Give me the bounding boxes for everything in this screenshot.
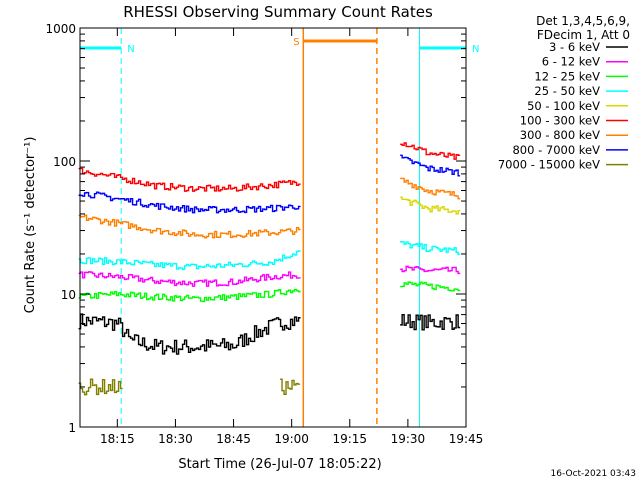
axes: 18:15 18:30 18:45 19:00 19:15 19:30 19:45 1 10 10… (45, 22, 483, 446)
series-line (400, 142, 461, 160)
x-tick-label: 18:45 (216, 432, 251, 446)
series-300-800kev (78, 177, 461, 239)
legend-header-2: FDecim 1, Att 0 (537, 28, 630, 42)
series-7000-15000kev (78, 378, 301, 396)
x-tick-label: 18:30 (158, 432, 193, 446)
series-line (400, 265, 461, 275)
series-line (78, 313, 301, 355)
series-6-12kev (78, 265, 461, 287)
plot-frame (79, 27, 467, 428)
series-line (78, 271, 301, 287)
legend: Det 1,3,4,5,6,9, FDecim 1, Att 0 3 - 6 k… (498, 14, 630, 172)
annotation-label: S (293, 37, 299, 48)
x-tick-label: 18:15 (100, 432, 135, 446)
series-line (400, 241, 461, 255)
orbit-annotations: N NS (80, 28, 479, 427)
annotation-label: N (472, 44, 479, 55)
series-line (78, 191, 301, 214)
series-50-100kev (400, 196, 461, 215)
y-tick-label: 1000 (45, 22, 76, 36)
series-line (78, 288, 301, 303)
y-tick-label: 100 (53, 155, 76, 169)
series-3-6kev (78, 313, 461, 355)
chart-title: RHESSI Observing Summary Count Rates (123, 3, 433, 21)
x-tick-label: 19:45 (449, 432, 484, 446)
footer-timestamp: 16-Oct-2021 03:43 (551, 469, 636, 479)
series-line (400, 177, 461, 200)
series-line (78, 167, 301, 192)
series-line (78, 250, 301, 271)
x-axis-label: Start Time (26-Jul-07 18:05:22) (178, 457, 381, 472)
legend-label: 800 - 7000 keV (512, 143, 600, 157)
legend-label: 50 - 100 keV (527, 99, 600, 113)
series-line (280, 378, 301, 395)
series-25-50kev (78, 241, 461, 271)
y-axis-label: Count Rate (s⁻¹ detector⁻¹) (23, 137, 38, 314)
legend-label: 3 - 6 keV (549, 40, 600, 54)
series-line (78, 378, 123, 396)
legend-label: 7000 - 15000 keV (498, 158, 600, 172)
series-12-25kev (78, 281, 461, 303)
series-800-7000kev (78, 154, 461, 214)
annotation-label: N (127, 44, 134, 55)
series-line (400, 196, 461, 215)
series-line (400, 314, 461, 331)
legend-label: 6 - 12 keV (542, 55, 600, 69)
y-tick-label: 10 (61, 288, 76, 302)
series-line (400, 154, 461, 177)
y-axis-label-text: Count Rate (s⁻¹ detector⁻¹) (23, 137, 38, 314)
legend-header-1: Det 1,3,4,5,6,9, (536, 14, 630, 28)
legend-label: 12 - 25 keV (534, 69, 600, 83)
x-tick-label: 19:30 (391, 432, 426, 446)
x-tick-label: 19:00 (274, 432, 309, 446)
legend-label: 100 - 300 keV (520, 114, 600, 128)
annotation-night-0: N (80, 28, 135, 427)
series-100-300kev (78, 142, 461, 192)
series-group (78, 142, 461, 396)
series-line (78, 214, 301, 239)
annotation-night-1: N (419, 28, 479, 427)
series-line (400, 281, 461, 292)
legend-label: 25 - 50 keV (534, 84, 600, 98)
annotation-saa-2: S (293, 28, 378, 427)
x-tick-label: 19:15 (332, 432, 367, 446)
legend-label: 300 - 800 keV (520, 128, 600, 142)
y-tick-label: 1 (68, 421, 76, 435)
